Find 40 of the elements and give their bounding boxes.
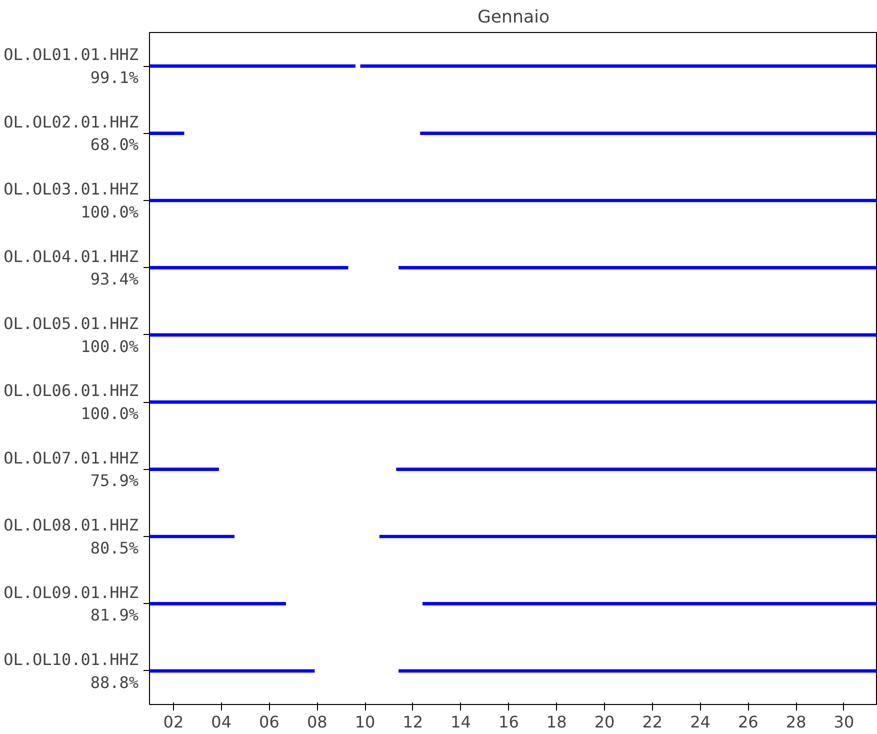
y-tick-label: OL.OL05.01.HHZ 100.0% bbox=[4, 314, 139, 356]
y-tick-label: OL.OL03.01.HHZ 100.0% bbox=[4, 180, 139, 222]
x-tick-label: 06 bbox=[259, 712, 280, 732]
bar bbox=[398, 669, 877, 673]
bar bbox=[150, 602, 286, 606]
bar bbox=[422, 602, 877, 606]
bar bbox=[150, 132, 184, 135]
y-tick-label: OL.OL08.01.HHZ 80.5% bbox=[4, 516, 139, 558]
y-tick-label: OL.OL02.01.HHZ 68.0% bbox=[4, 112, 139, 154]
x-tick-label: 20 bbox=[594, 712, 615, 732]
x-tick-label: 02 bbox=[163, 712, 184, 732]
x-tick-label: 16 bbox=[498, 712, 519, 732]
x-tick-label: 18 bbox=[546, 712, 567, 732]
x-tick-label: 30 bbox=[834, 712, 854, 732]
bar bbox=[150, 669, 315, 673]
bar bbox=[396, 468, 877, 471]
y-tick-label: OL.OL09.01.HHZ 81.9% bbox=[4, 582, 139, 625]
bar bbox=[420, 132, 877, 135]
x-tick-label: 24 bbox=[690, 712, 710, 732]
x-tick-label: 28 bbox=[786, 712, 806, 732]
x-tick-label: 10 bbox=[354, 712, 376, 732]
bar bbox=[360, 64, 877, 68]
x-tick-label: 26 bbox=[738, 712, 758, 732]
y-tick-label: OL.OL07.01.HHZ 75.9% bbox=[4, 448, 139, 490]
y-tick-label: OL.OL10.01.HHZ 88.8% bbox=[4, 650, 139, 692]
y-tick-label: OL.OL01.01.HHZ 99.1% bbox=[4, 45, 139, 87]
bar bbox=[150, 468, 219, 471]
bar bbox=[150, 266, 348, 270]
y-tick-label: OL.OL06.01.HHZ 100.0% bbox=[4, 381, 139, 423]
x-tick-label: 12 bbox=[402, 712, 424, 732]
bar bbox=[150, 64, 356, 68]
x-tick-label: 22 bbox=[642, 712, 663, 732]
x-tick-label: 04 bbox=[211, 712, 232, 732]
x-tick-label: 08 bbox=[306, 712, 328, 732]
chart-title: Gennaio bbox=[477, 8, 550, 28]
bar bbox=[398, 266, 877, 270]
y-tick-label: OL.OL04.01.HHZ 93.4% bbox=[4, 246, 139, 289]
x-tick-label: 14 bbox=[450, 712, 471, 732]
bar bbox=[150, 333, 877, 337]
bar bbox=[150, 400, 877, 404]
